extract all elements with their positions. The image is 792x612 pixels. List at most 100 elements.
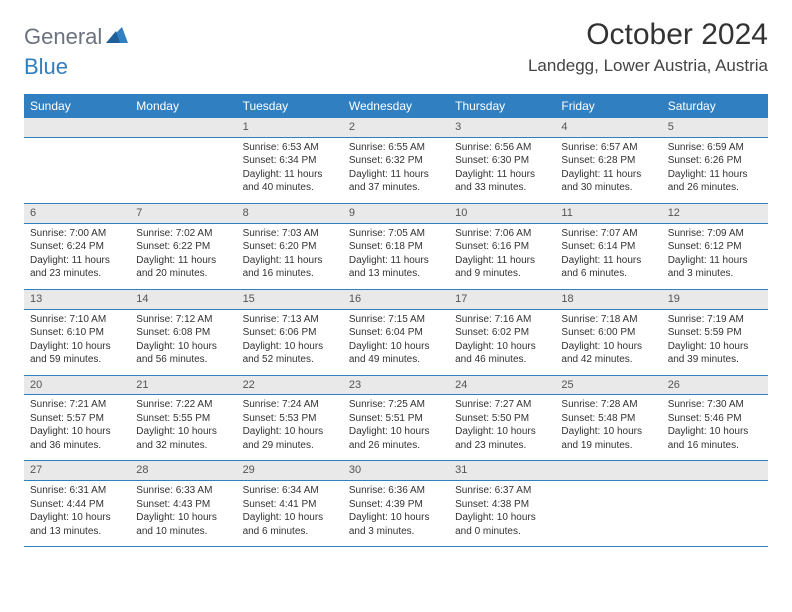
day-cell: Sunrise: 7:30 AMSunset: 5:46 PMDaylight:… bbox=[662, 395, 768, 461]
daylight-line: Daylight: 10 hours and 39 minutes. bbox=[668, 340, 762, 367]
sunrise-line: Sunrise: 7:12 AM bbox=[136, 313, 230, 327]
daynum-cell: 11 bbox=[555, 203, 661, 223]
sunset-line: Sunset: 6:10 PM bbox=[30, 326, 124, 340]
day-details: Sunrise: 7:09 AMSunset: 6:12 PMDaylight:… bbox=[662, 224, 768, 289]
daynum-cell: 26 bbox=[662, 375, 768, 395]
daynum-cell bbox=[24, 118, 130, 137]
day-cell: Sunrise: 6:56 AMSunset: 6:30 PMDaylight:… bbox=[449, 137, 555, 203]
day-number: 25 bbox=[555, 376, 661, 395]
day-cell: Sunrise: 6:55 AMSunset: 6:32 PMDaylight:… bbox=[343, 137, 449, 203]
day-number: 22 bbox=[237, 376, 343, 395]
day-cell: Sunrise: 6:37 AMSunset: 4:38 PMDaylight:… bbox=[449, 481, 555, 547]
logo-text-blue: Blue bbox=[24, 54, 68, 80]
day-cell: Sunrise: 7:09 AMSunset: 6:12 PMDaylight:… bbox=[662, 223, 768, 289]
daylight-line: Daylight: 10 hours and 46 minutes. bbox=[455, 340, 549, 367]
day-details: Sunrise: 6:36 AMSunset: 4:39 PMDaylight:… bbox=[343, 481, 449, 546]
day-details: Sunrise: 7:30 AMSunset: 5:46 PMDaylight:… bbox=[662, 395, 768, 460]
sunrise-line: Sunrise: 7:16 AM bbox=[455, 313, 549, 327]
daynum-cell: 17 bbox=[449, 289, 555, 309]
daylight-line: Daylight: 11 hours and 3 minutes. bbox=[668, 254, 762, 281]
daylight-line: Daylight: 11 hours and 40 minutes. bbox=[243, 168, 337, 195]
sunset-line: Sunset: 6:08 PM bbox=[136, 326, 230, 340]
day-number: 7 bbox=[130, 204, 236, 223]
month-title: October 2024 bbox=[528, 18, 768, 52]
sunrise-line: Sunrise: 7:05 AM bbox=[349, 227, 443, 241]
daynum-cell: 10 bbox=[449, 203, 555, 223]
day-details: Sunrise: 7:19 AMSunset: 5:59 PMDaylight:… bbox=[662, 310, 768, 375]
day-cell: Sunrise: 7:13 AMSunset: 6:06 PMDaylight:… bbox=[237, 309, 343, 375]
daylight-line: Daylight: 10 hours and 19 minutes. bbox=[561, 425, 655, 452]
sunrise-line: Sunrise: 6:34 AM bbox=[243, 484, 337, 498]
day-cell: Sunrise: 7:03 AMSunset: 6:20 PMDaylight:… bbox=[237, 223, 343, 289]
day-details: Sunrise: 7:06 AMSunset: 6:16 PMDaylight:… bbox=[449, 224, 555, 289]
sunrise-line: Sunrise: 7:21 AM bbox=[30, 398, 124, 412]
day-cell: Sunrise: 7:06 AMSunset: 6:16 PMDaylight:… bbox=[449, 223, 555, 289]
daynum-cell: 12 bbox=[662, 203, 768, 223]
sunrise-line: Sunrise: 6:56 AM bbox=[455, 141, 549, 155]
daylight-line: Daylight: 10 hours and 32 minutes. bbox=[136, 425, 230, 452]
day-details: Sunrise: 7:03 AMSunset: 6:20 PMDaylight:… bbox=[237, 224, 343, 289]
weekday-header: Saturday bbox=[662, 94, 768, 118]
day-details: Sunrise: 6:56 AMSunset: 6:30 PMDaylight:… bbox=[449, 138, 555, 203]
day-details: Sunrise: 6:37 AMSunset: 4:38 PMDaylight:… bbox=[449, 481, 555, 546]
day-number: 13 bbox=[24, 290, 130, 309]
day-details: Sunrise: 7:21 AMSunset: 5:57 PMDaylight:… bbox=[24, 395, 130, 460]
day-details: Sunrise: 6:59 AMSunset: 6:26 PMDaylight:… bbox=[662, 138, 768, 203]
daynum-cell: 7 bbox=[130, 203, 236, 223]
sunrise-line: Sunrise: 7:07 AM bbox=[561, 227, 655, 241]
daylight-line: Daylight: 11 hours and 6 minutes. bbox=[561, 254, 655, 281]
sunrise-line: Sunrise: 7:18 AM bbox=[561, 313, 655, 327]
sunrise-line: Sunrise: 7:15 AM bbox=[349, 313, 443, 327]
day-content-row: Sunrise: 7:10 AMSunset: 6:10 PMDaylight:… bbox=[24, 309, 768, 375]
day-number: 20 bbox=[24, 376, 130, 395]
day-details: Sunrise: 7:12 AMSunset: 6:08 PMDaylight:… bbox=[130, 310, 236, 375]
day-cell: Sunrise: 6:34 AMSunset: 4:41 PMDaylight:… bbox=[237, 481, 343, 547]
sunrise-line: Sunrise: 6:37 AM bbox=[455, 484, 549, 498]
daynum-cell: 18 bbox=[555, 289, 661, 309]
day-number: 5 bbox=[662, 118, 768, 137]
sunset-line: Sunset: 4:43 PM bbox=[136, 498, 230, 512]
day-number: 11 bbox=[555, 204, 661, 223]
sunset-line: Sunset: 6:22 PM bbox=[136, 240, 230, 254]
weekday-header: Sunday bbox=[24, 94, 130, 118]
sunrise-line: Sunrise: 7:06 AM bbox=[455, 227, 549, 241]
day-number: 15 bbox=[237, 290, 343, 309]
day-cell: Sunrise: 7:16 AMSunset: 6:02 PMDaylight:… bbox=[449, 309, 555, 375]
sunrise-line: Sunrise: 6:53 AM bbox=[243, 141, 337, 155]
sunset-line: Sunset: 4:41 PM bbox=[243, 498, 337, 512]
day-cell: Sunrise: 7:05 AMSunset: 6:18 PMDaylight:… bbox=[343, 223, 449, 289]
daylight-line: Daylight: 11 hours and 9 minutes. bbox=[455, 254, 549, 281]
day-details: Sunrise: 6:34 AMSunset: 4:41 PMDaylight:… bbox=[237, 481, 343, 546]
sunrise-line: Sunrise: 6:33 AM bbox=[136, 484, 230, 498]
daynum-cell: 2 bbox=[343, 118, 449, 137]
daynum-cell: 14 bbox=[130, 289, 236, 309]
day-cell: Sunrise: 7:10 AMSunset: 6:10 PMDaylight:… bbox=[24, 309, 130, 375]
sunrise-line: Sunrise: 7:09 AM bbox=[668, 227, 762, 241]
day-cell: Sunrise: 6:36 AMSunset: 4:39 PMDaylight:… bbox=[343, 481, 449, 547]
day-content-row: Sunrise: 6:31 AMSunset: 4:44 PMDaylight:… bbox=[24, 481, 768, 547]
day-details: Sunrise: 6:33 AMSunset: 4:43 PMDaylight:… bbox=[130, 481, 236, 546]
sunrise-line: Sunrise: 7:25 AM bbox=[349, 398, 443, 412]
day-details: Sunrise: 7:25 AMSunset: 5:51 PMDaylight:… bbox=[343, 395, 449, 460]
day-cell: Sunrise: 6:53 AMSunset: 6:34 PMDaylight:… bbox=[237, 137, 343, 203]
weekday-header: Tuesday bbox=[237, 94, 343, 118]
daylight-line: Daylight: 10 hours and 13 minutes. bbox=[30, 511, 124, 538]
sunset-line: Sunset: 4:39 PM bbox=[349, 498, 443, 512]
day-cell bbox=[555, 481, 661, 547]
daynum-cell: 30 bbox=[343, 461, 449, 481]
daylight-line: Daylight: 10 hours and 49 minutes. bbox=[349, 340, 443, 367]
sunset-line: Sunset: 6:04 PM bbox=[349, 326, 443, 340]
day-number: 12 bbox=[662, 204, 768, 223]
daynum-cell: 6 bbox=[24, 203, 130, 223]
day-number: 26 bbox=[662, 376, 768, 395]
day-cell: Sunrise: 6:59 AMSunset: 6:26 PMDaylight:… bbox=[662, 137, 768, 203]
day-details: Sunrise: 7:16 AMSunset: 6:02 PMDaylight:… bbox=[449, 310, 555, 375]
daylight-line: Daylight: 10 hours and 29 minutes. bbox=[243, 425, 337, 452]
sunset-line: Sunset: 5:48 PM bbox=[561, 412, 655, 426]
sunrise-line: Sunrise: 7:27 AM bbox=[455, 398, 549, 412]
day-cell: Sunrise: 6:57 AMSunset: 6:28 PMDaylight:… bbox=[555, 137, 661, 203]
day-details: Sunrise: 7:13 AMSunset: 6:06 PMDaylight:… bbox=[237, 310, 343, 375]
day-cell: Sunrise: 7:22 AMSunset: 5:55 PMDaylight:… bbox=[130, 395, 236, 461]
sunrise-line: Sunrise: 6:31 AM bbox=[30, 484, 124, 498]
day-details: Sunrise: 7:07 AMSunset: 6:14 PMDaylight:… bbox=[555, 224, 661, 289]
